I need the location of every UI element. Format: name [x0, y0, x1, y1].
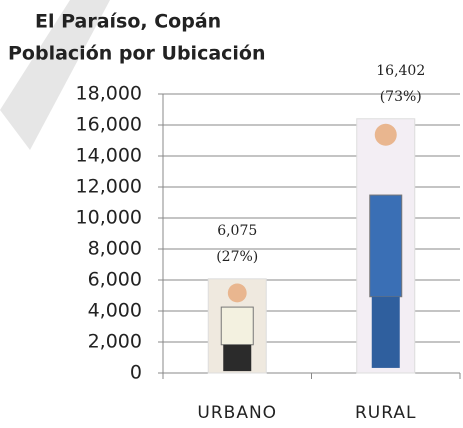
value-label: 6,075	[217, 223, 257, 239]
y-tick-label: 18,000	[76, 83, 142, 105]
chart: El Paraíso, Copán Población por Ubicació…	[0, 0, 463, 428]
chart-title: El Paraíso, Copán	[35, 11, 221, 33]
y-tick-label: 12,000	[76, 176, 142, 198]
figure-head	[228, 284, 247, 303]
share-label: (73%)	[380, 89, 422, 105]
figure-body	[221, 307, 253, 345]
y-tick-label: 8,000	[88, 238, 142, 260]
y-tick-label: 14,000	[76, 145, 142, 167]
y-tick-label: 4,000	[88, 300, 142, 322]
share-label: (27%)	[216, 249, 258, 265]
figure-legs	[223, 345, 251, 371]
x-tick-label: URBANO	[197, 403, 277, 423]
value-label: 16,402	[376, 63, 425, 79]
figure-legs	[372, 297, 400, 368]
page: El Paraíso, Copán Población por Ubicació…	[0, 0, 463, 428]
y-tick-label: 6,000	[88, 269, 142, 291]
figure-head	[375, 124, 397, 146]
y-tick-label: 0	[130, 362, 142, 384]
chart-subtitle: Población por Ubicación	[8, 43, 266, 65]
y-tick-label: 16,000	[76, 114, 142, 136]
figure-body	[370, 195, 402, 297]
y-tick-label: 10,000	[76, 207, 142, 229]
y-tick-label: 2,000	[88, 331, 142, 353]
x-tick-label: RURAL	[355, 403, 416, 423]
